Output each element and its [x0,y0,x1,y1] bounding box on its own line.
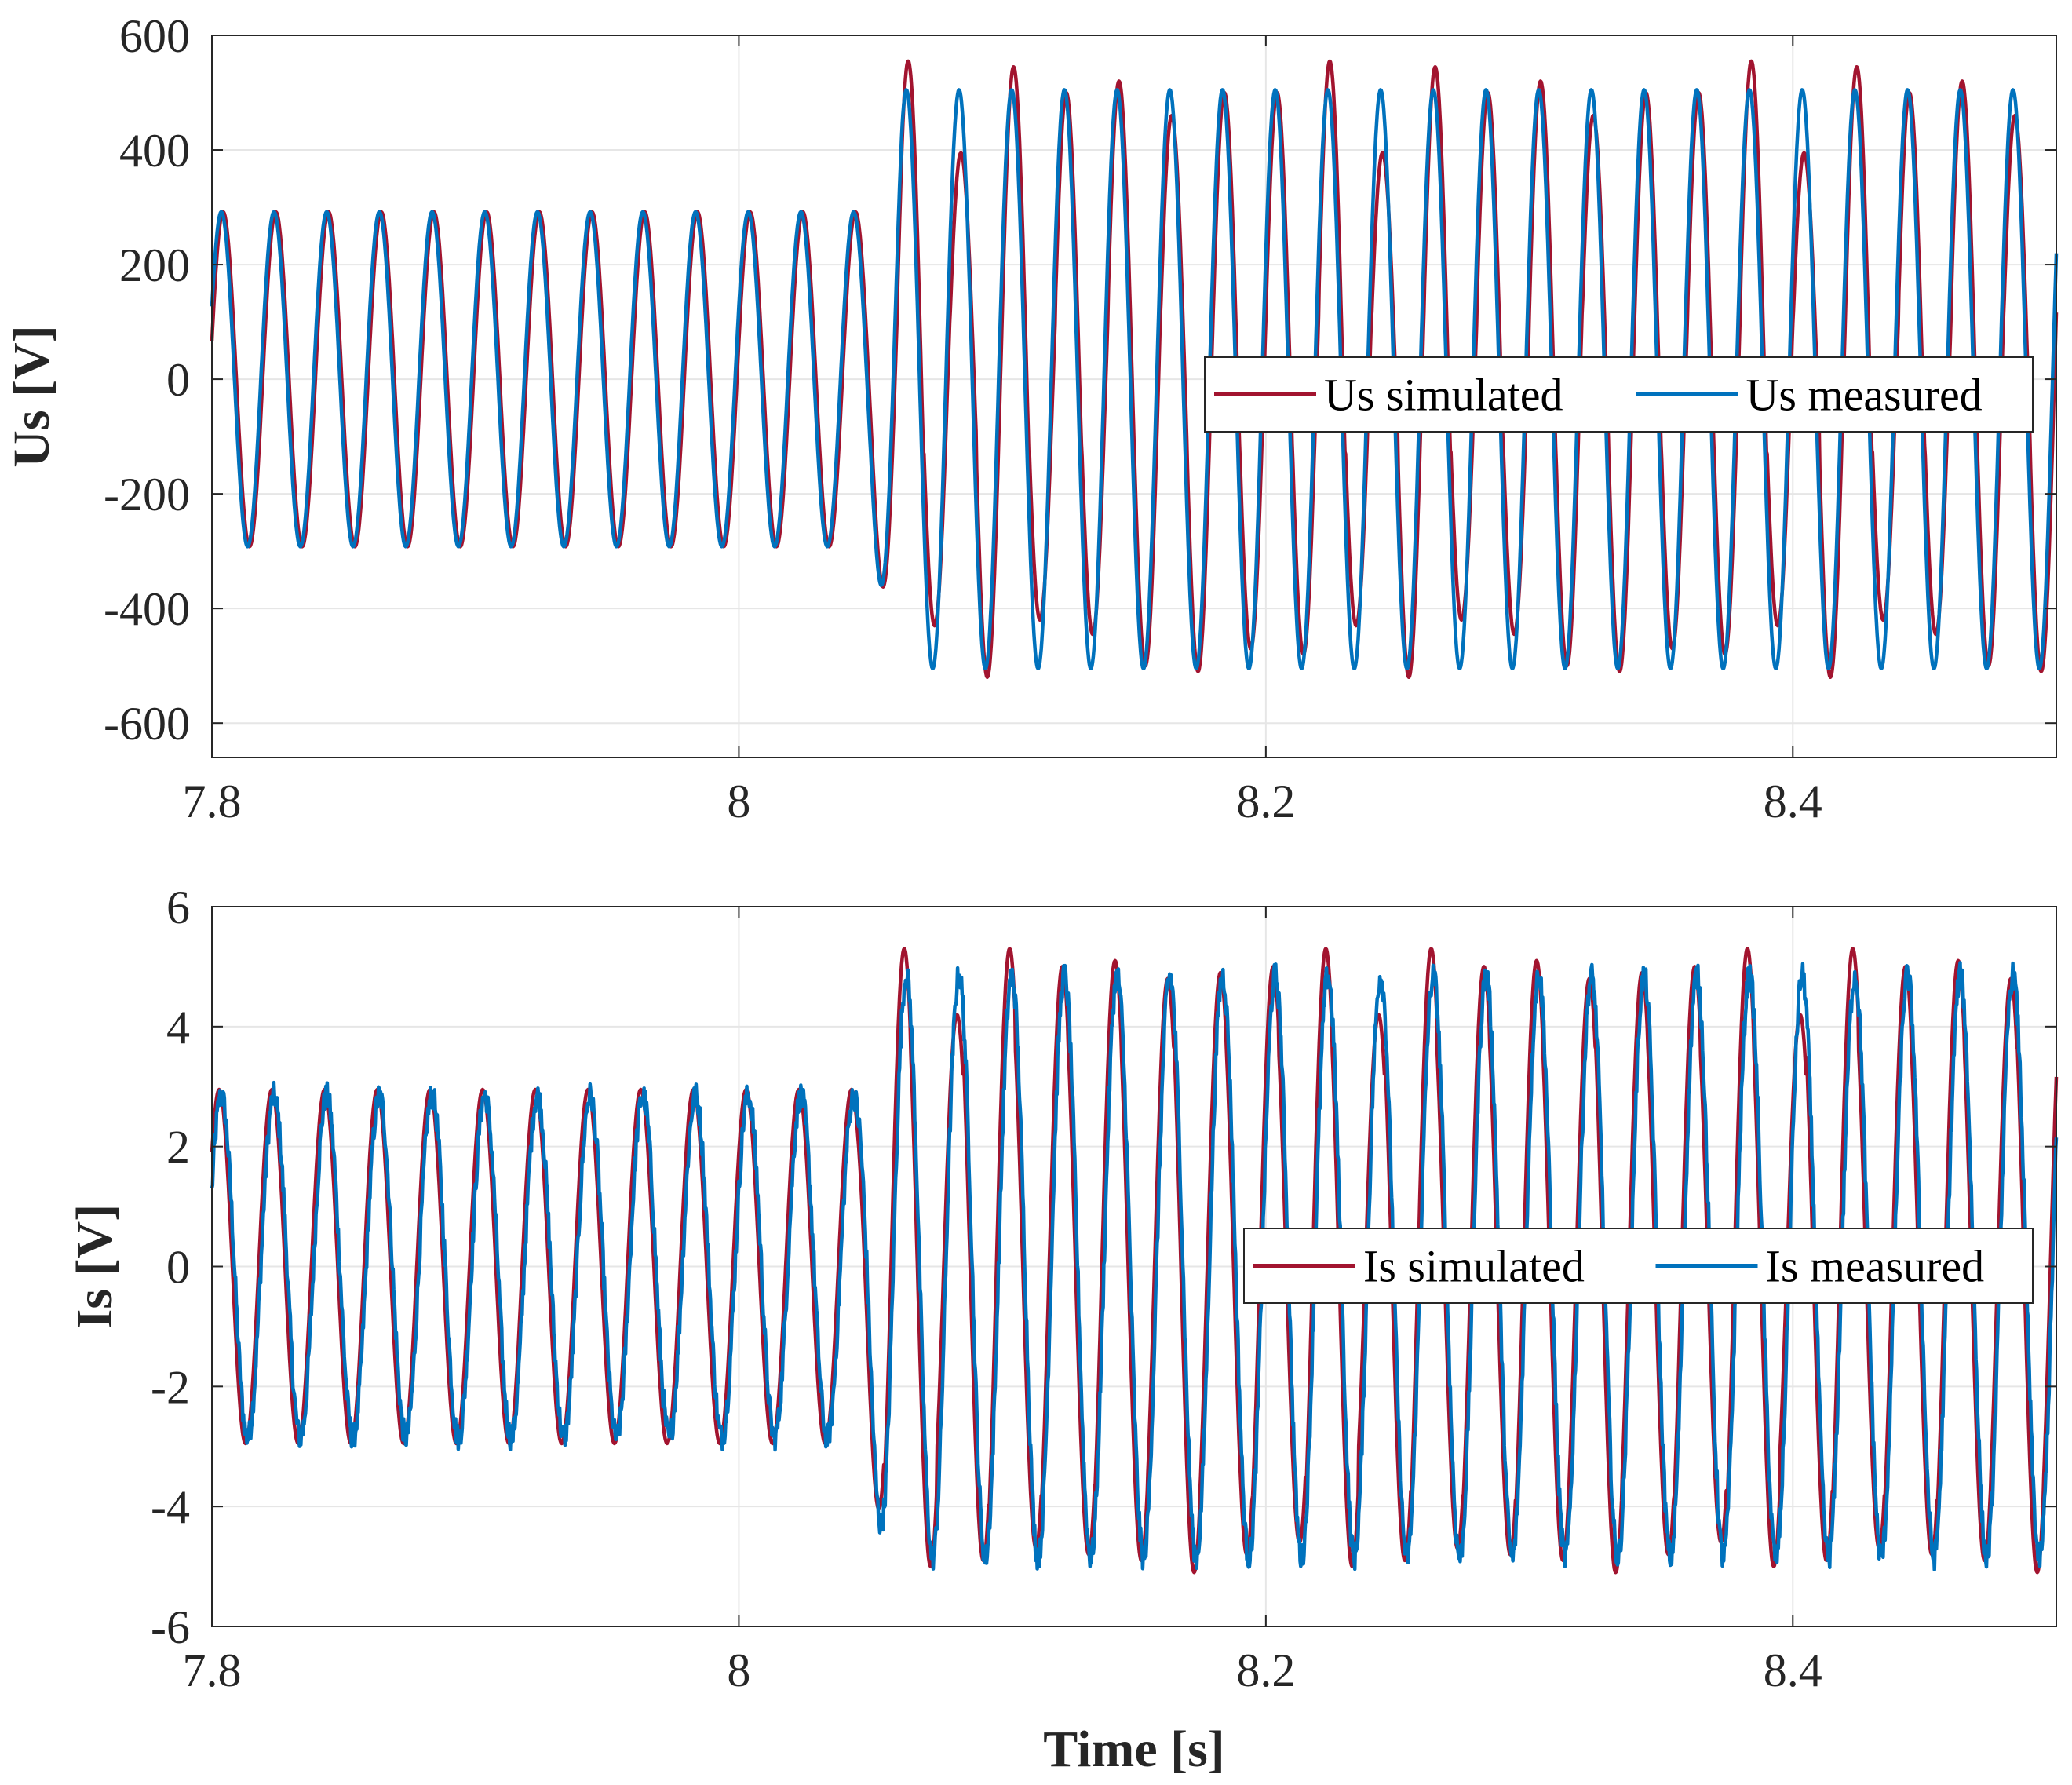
y-tick-label: -2 [151,1361,190,1413]
is-legend-box [1243,1228,2034,1304]
x-tick-label: 8.4 [1764,776,1822,827]
y-tick-label: -600 [104,698,190,750]
y-tick-label: -200 [104,469,190,520]
y-tick-label: -6 [151,1601,190,1653]
series-line-measured [210,961,2059,1572]
y-tick-label: 600 [119,10,190,62]
y-tick-label: -400 [104,583,190,635]
is-y-axis-label: Is [V] [66,1204,123,1330]
series-line-measured [210,88,2059,670]
x-tick-label: 8.2 [1236,776,1295,827]
x-tick-label: 8.4 [1764,1644,1822,1696]
x-tick-label: 8.2 [1236,1644,1295,1696]
y-tick-label: 2 [166,1122,190,1174]
us-y-axis-label: Us [V] [3,325,60,467]
series-line-simulated [210,59,2059,680]
y-tick-label: 6 [166,882,190,933]
us-legend-box [1204,356,2034,433]
x-tick-label: 7.8 [183,776,242,827]
x-tick-label: 8 [727,1644,750,1696]
y-tick-label: 0 [166,354,190,406]
y-tick-label: 0 [166,1242,190,1294]
y-tick-label: -4 [151,1481,190,1533]
us-legend-measured-label: Us measured [1746,370,1983,421]
x-tick-label: 8 [727,776,750,827]
is-ticks: 7.8 8 8.2 8.4 6 4 2 0 -2 -4 -6 [151,882,2056,1696]
y-tick-label: 4 [166,1002,190,1053]
us-legend: Us simulated Us measured [1204,356,2034,433]
y-tick-label: 200 [119,239,190,291]
is-legend-simulated-label: Is simulated [1363,1241,1585,1292]
is-legend-measured-label: Is measured [1766,1241,1985,1292]
is-legend: Is simulated Is measured [1243,1228,2034,1304]
y-tick-label: 400 [119,125,190,177]
x-tick-label: 7.8 [183,1644,242,1696]
is-current-chart: 7.8 8 8.2 8.4 6 4 2 0 -2 -4 -6 Is [V] Time [s] Is … [66,882,2059,1778]
us-legend-simulated-label: Us simulated [1324,370,1563,421]
x-axis-label: Time [s] [1043,1721,1225,1778]
us-plot-lines [210,59,2059,680]
us-ticks: 7.8 8 8.2 8.4 600 400 200 0 -200 -400 -600 [104,10,2056,827]
us-axes-box [211,35,2057,758]
is-plot-lines [210,947,2059,1575]
